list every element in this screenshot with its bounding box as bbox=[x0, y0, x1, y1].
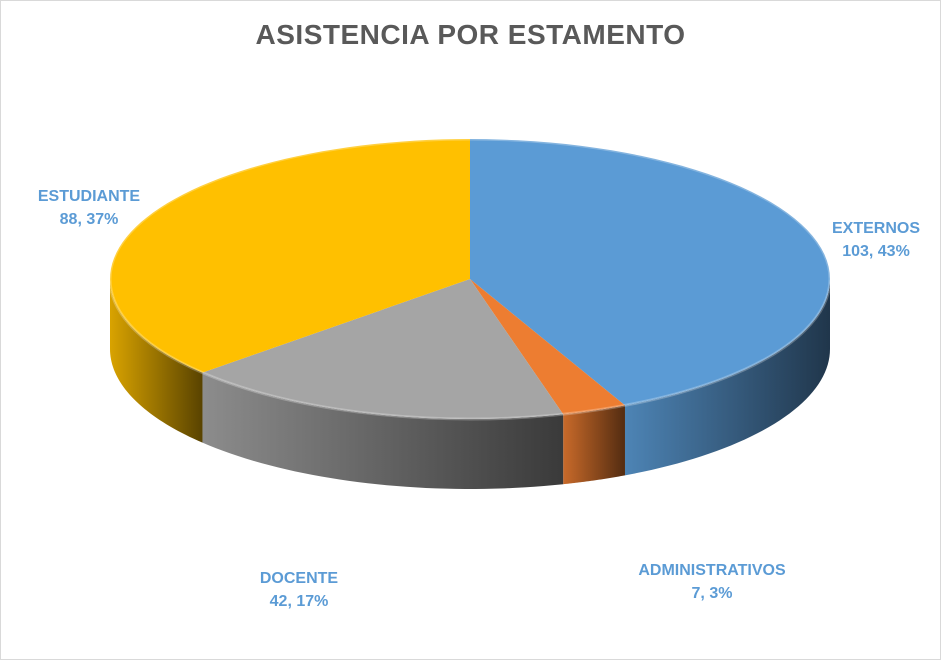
slice-category-label: EXTERNOS bbox=[832, 220, 920, 237]
pie-top-slices bbox=[110, 139, 830, 419]
side-wall-docente bbox=[202, 372, 564, 489]
data-label-estudiante: ESTUDIANTE 88, 37% bbox=[38, 188, 141, 228]
slice-category-label: ADMINISTRATIVOS bbox=[638, 562, 786, 579]
slice-value-label: 103, 43% bbox=[842, 243, 910, 260]
slice-value-label: 7, 3% bbox=[692, 585, 733, 602]
side-wall-estudiante bbox=[110, 279, 203, 443]
chart-title: ASISTENCIA POR ESTAMENTO bbox=[255, 19, 686, 50]
slice-docente bbox=[202, 279, 564, 419]
data-label-externos: EXTERNOS 103, 43% bbox=[832, 220, 920, 260]
slice-externos bbox=[470, 139, 830, 406]
pie-side-walls bbox=[110, 279, 830, 489]
side-wall-administrativos bbox=[563, 405, 625, 485]
data-label-docente: DOCENTE 42, 17% bbox=[260, 570, 339, 610]
slice-administrativos bbox=[470, 279, 625, 415]
pie-rim-highlight bbox=[108, 137, 832, 421]
slice-estudiante bbox=[110, 139, 470, 373]
data-label-administrativos: ADMINISTRATIVOS 7, 3% bbox=[638, 562, 786, 602]
side-wall-externos bbox=[624, 279, 830, 476]
slice-category-label: ESTUDIANTE bbox=[38, 188, 141, 205]
slice-value-label: 88, 37% bbox=[60, 211, 119, 228]
slice-category-label: DOCENTE bbox=[260, 570, 339, 587]
slice-value-label: 42, 17% bbox=[270, 593, 329, 610]
